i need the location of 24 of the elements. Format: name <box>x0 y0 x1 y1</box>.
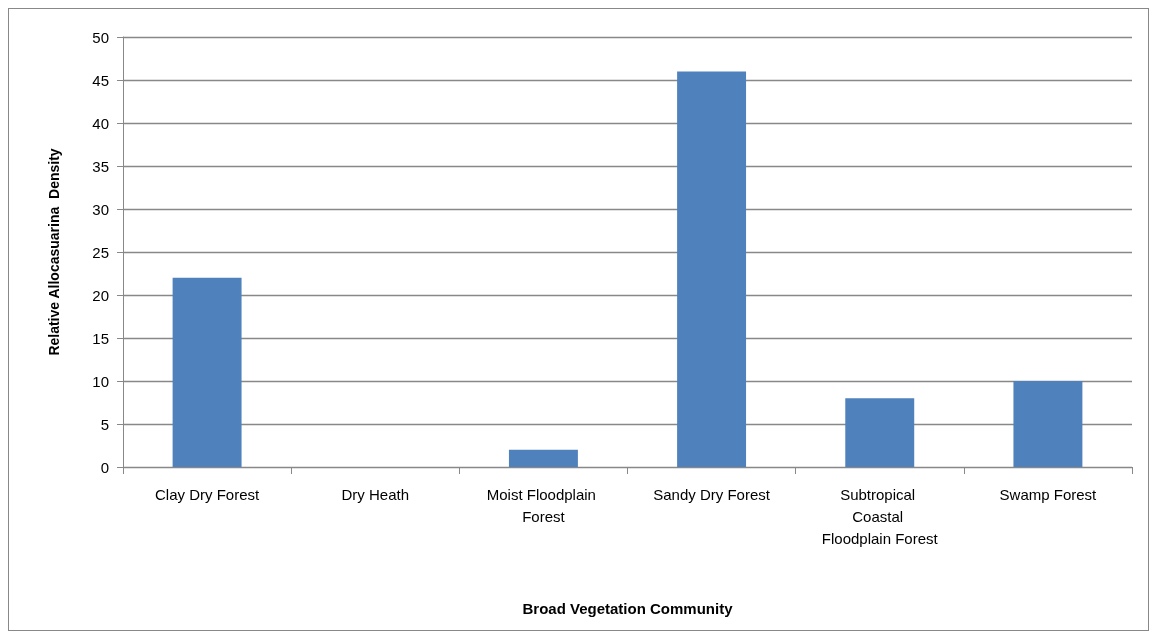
y-tick-label: 25 <box>92 243 109 261</box>
y-tick-label: 5 <box>100 415 109 433</box>
x-tick-label: Clay Dry Forest <box>154 485 260 503</box>
y-tick-label: 35 <box>92 157 109 175</box>
y-tick-label: 30 <box>92 200 109 218</box>
x-tick-label: Swamp Forest <box>999 485 1098 503</box>
y-tick-label: 45 <box>92 71 109 89</box>
x-tick-label: Subtropical Coastal Floodplain Forest <box>821 485 939 547</box>
bar <box>845 398 915 467</box>
x-tick-label: Dry Heath <box>341 485 410 503</box>
bar <box>1013 381 1083 467</box>
y-tick-label: 15 <box>92 329 109 347</box>
x-tick-label: Sandy Dry Forest <box>653 485 771 503</box>
x-tick-label: Moist Floodplain Forest <box>486 485 601 525</box>
y-tick-label: 20 <box>92 286 109 304</box>
y-tick-label: 50 <box>92 28 109 46</box>
bar <box>172 277 242 467</box>
y-tick-label: 10 <box>92 372 109 390</box>
y-tick-label: 40 <box>92 114 109 132</box>
x-axis-title: Broad Vegetation Community <box>522 600 734 617</box>
bar <box>677 71 747 467</box>
y-tick-label: 0 <box>100 458 109 476</box>
y-axis-title: Relative Allocasuarina Density <box>46 148 62 356</box>
bar <box>508 449 578 467</box>
